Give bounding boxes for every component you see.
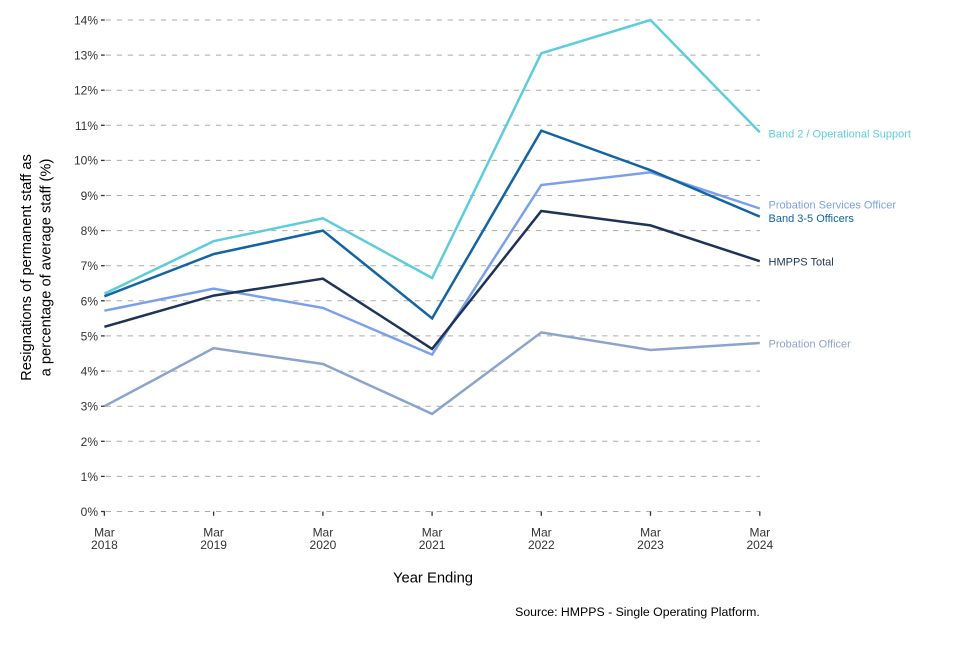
svg-text:10%: 10% xyxy=(74,154,98,168)
svg-text:1%: 1% xyxy=(81,470,99,484)
svg-text:Mar: Mar xyxy=(749,526,770,540)
svg-text:2024: 2024 xyxy=(746,538,773,552)
svg-text:Mar: Mar xyxy=(94,526,115,540)
svg-text:8%: 8% xyxy=(81,224,99,238)
svg-text:4%: 4% xyxy=(81,364,99,378)
svg-text:Probation Officer: Probation Officer xyxy=(769,338,852,350)
svg-text:12%: 12% xyxy=(74,84,98,98)
svg-text:Band 2 / Operational Support: Band 2 / Operational Support xyxy=(769,129,911,141)
svg-text:Resignations of permanent staf: Resignations of permanent staff as xyxy=(19,154,35,381)
svg-text:13%: 13% xyxy=(74,49,98,63)
svg-text:2022: 2022 xyxy=(528,538,555,552)
svg-text:11%: 11% xyxy=(75,119,98,133)
svg-text:Mar: Mar xyxy=(203,526,224,540)
svg-text:14%: 14% xyxy=(74,14,98,28)
svg-text:Year Ending: Year Ending xyxy=(393,571,473,587)
svg-text:2020: 2020 xyxy=(310,538,337,552)
svg-text:2018: 2018 xyxy=(91,538,118,552)
svg-text:7%: 7% xyxy=(81,259,99,273)
svg-text:Band 3-5 Officers: Band 3-5 Officers xyxy=(769,213,855,225)
svg-text:5%: 5% xyxy=(81,329,99,343)
svg-text:Mar: Mar xyxy=(531,526,552,540)
svg-text:2023: 2023 xyxy=(637,538,664,552)
svg-text:Mar: Mar xyxy=(313,526,334,540)
svg-text:2019: 2019 xyxy=(200,538,227,552)
svg-text:9%: 9% xyxy=(81,189,99,203)
svg-text:6%: 6% xyxy=(81,294,99,308)
svg-text:HMPPS Total: HMPPS Total xyxy=(769,257,834,269)
svg-text:2%: 2% xyxy=(81,435,99,449)
svg-text:0%: 0% xyxy=(81,505,99,519)
svg-text:Source: HMPPS - Single Operati: Source: HMPPS - Single Operating Platfor… xyxy=(515,605,760,619)
svg-text:3%: 3% xyxy=(81,400,99,414)
svg-text:Mar: Mar xyxy=(422,526,443,540)
svg-text:2021: 2021 xyxy=(419,538,446,552)
svg-text:Mar: Mar xyxy=(640,526,661,540)
svg-text:Probation Services Officer: Probation Services Officer xyxy=(769,200,897,212)
svg-text:a percentage of average staff: a percentage of average staff (%) xyxy=(39,159,55,377)
